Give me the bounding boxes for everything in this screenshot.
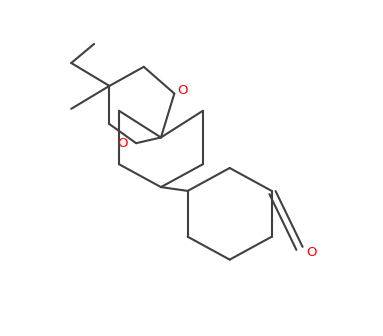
Text: O: O (118, 137, 128, 150)
Text: O: O (306, 246, 316, 258)
Text: O: O (177, 84, 188, 97)
